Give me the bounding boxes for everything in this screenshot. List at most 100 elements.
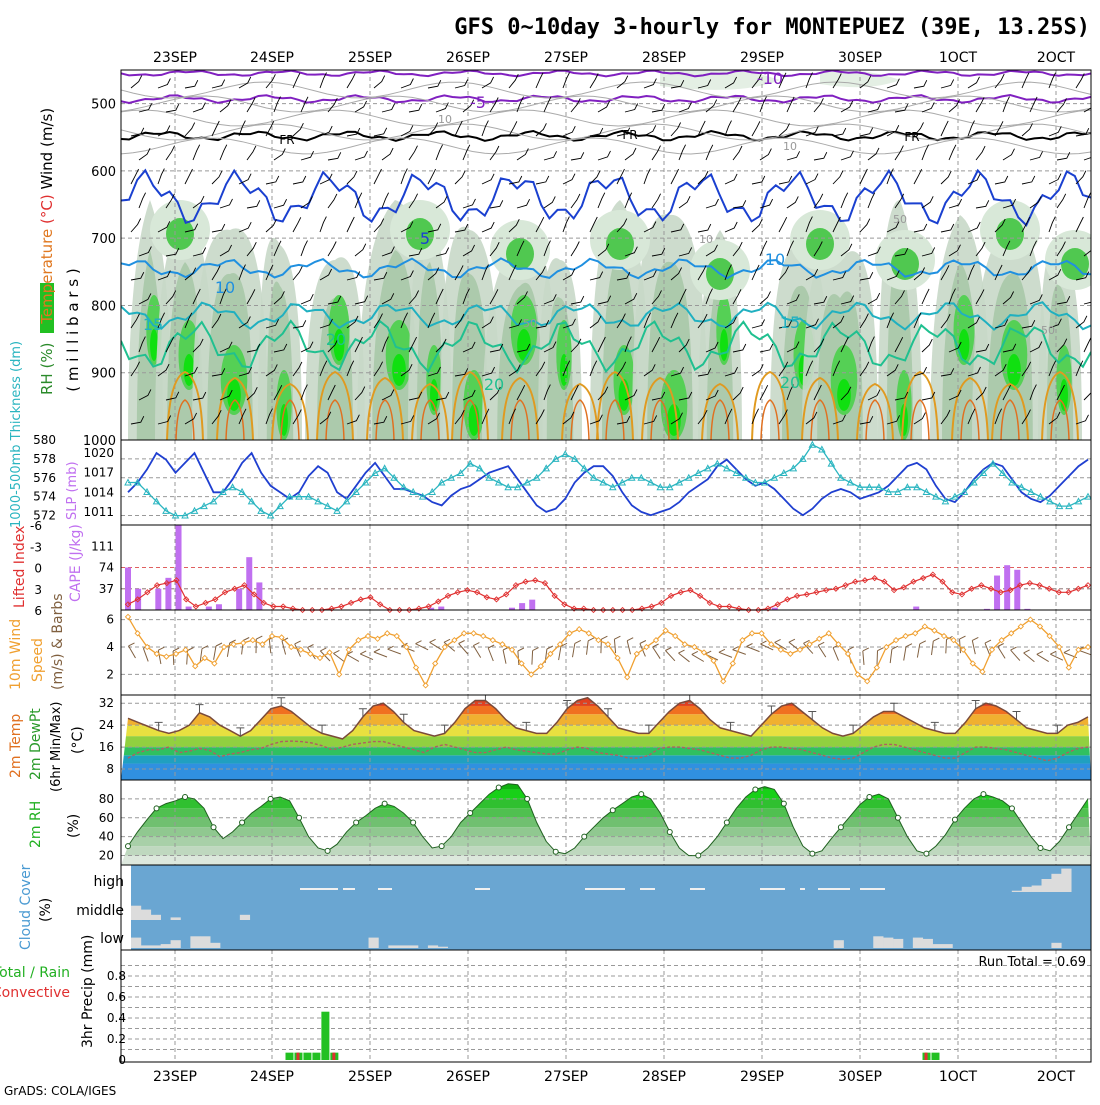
wind-barb: [535, 409, 545, 425]
wind-barb: [454, 120, 463, 137]
lifted-index-point: [270, 603, 277, 610]
wind-barb: [165, 247, 180, 257]
wind-barb: [643, 221, 657, 233]
temperature-ylabel: 2m Temp 2m DewPt (6hr Min/Max) (°C): [8, 702, 86, 792]
wind-barb: [778, 361, 789, 377]
rh-point: [267, 795, 274, 802]
lifted-index-point: [241, 582, 248, 589]
rh-band: [121, 783, 1091, 790]
wind-barb: [130, 271, 145, 281]
wind-barb: [543, 196, 556, 209]
cloud-high-trace: [585, 888, 625, 890]
wind-barb: [832, 127, 847, 137]
wind-speed-point: [652, 637, 660, 644]
wind-barb: [381, 336, 389, 353]
rh-point: [438, 843, 445, 850]
wind-speed-point: [1084, 643, 1092, 651]
wind-speed-point: [748, 630, 756, 637]
cape-bar: [256, 582, 263, 610]
wind-barb: [1021, 266, 1032, 281]
isotherm-30: [710, 399, 730, 440]
thickness-point: [304, 492, 313, 500]
wind-barb: [408, 336, 418, 353]
millibars-label: ( m i l l i b a r s ): [64, 268, 82, 391]
thickness-point: [1027, 487, 1035, 495]
wind-speed-point: [729, 660, 736, 667]
rh-gridlines: [121, 780, 1091, 865]
wind-barb: [651, 290, 662, 305]
lifted-index-point: [696, 592, 704, 599]
wind-speed-point: [672, 632, 679, 640]
surface-wind-barb: [691, 650, 705, 662]
rh-band: [121, 836, 1091, 847]
isotherm-30: [810, 399, 830, 440]
wind-barb: [327, 338, 339, 353]
wind-barb: [481, 76, 495, 89]
wind-speed-point: [1036, 623, 1044, 630]
wind-barb: [265, 74, 276, 89]
bottom-date-label: 26SEP: [446, 1069, 490, 1085]
wind-barb: [994, 121, 1004, 137]
lifted-index-point: [212, 596, 219, 603]
lifted-index-point: [803, 591, 810, 598]
temperature-band-group: [121, 697, 1091, 780]
wind-speed-point: [969, 660, 976, 667]
thickness-point: [941, 497, 950, 505]
bottom-date-label: 2OCT: [1037, 1069, 1076, 1085]
wind-barb: [894, 336, 904, 353]
wind-speed-point: [345, 646, 352, 653]
rh-max-region: [720, 329, 728, 361]
wind-barb: [265, 364, 278, 377]
wind-barb: [1075, 216, 1084, 233]
wind-barb: [867, 192, 876, 209]
wind-barb: [948, 198, 963, 209]
wind-barb: [840, 386, 852, 401]
wind-barb: [562, 125, 576, 137]
wind-barb: [643, 364, 656, 377]
wind-barb: [489, 343, 504, 353]
wind-barb: [643, 270, 657, 281]
wind-barb: [616, 127, 631, 137]
cape-bar: [215, 604, 222, 610]
lifted-index-tick: 6: [34, 604, 42, 618]
wind-speed-point: [998, 637, 1005, 644]
humidity-contour: [121, 123, 1091, 141]
wind-speed-point: [796, 646, 804, 653]
wind-speed-point: [518, 660, 525, 667]
wind-barb: [427, 168, 437, 185]
thickness-point: [475, 464, 484, 472]
precip-convective-bar: [332, 1052, 336, 1060]
wind-barb: [462, 244, 476, 257]
wind-barb: [913, 223, 928, 233]
surface-wind-barb: [487, 644, 495, 662]
wind-barb: [778, 72, 787, 89]
wind-barb: [192, 195, 205, 209]
wind-barb: [192, 102, 206, 113]
lifted-index-point: [706, 599, 713, 607]
wind-speed-point: [960, 646, 967, 653]
wind-barb: [813, 384, 822, 401]
rh-point: [353, 819, 360, 826]
rh-point: [552, 848, 559, 855]
isotherm-label: 20: [780, 373, 800, 392]
wind-barb: [786, 196, 799, 209]
wind-barb: [921, 247, 936, 257]
wind-barb: [435, 391, 450, 401]
thickness-point: [238, 487, 246, 495]
wind-speed-point: [374, 635, 381, 642]
minmax-whisker: [358, 708, 367, 717]
credit-label: GrADS: COLA/IGES: [4, 1084, 116, 1098]
thickness-point: [428, 487, 437, 495]
wind-speed-label: Speed: [30, 638, 46, 682]
minmax-whisker: [808, 710, 817, 720]
surface-wind-barb: [415, 640, 429, 651]
rh-point: [752, 786, 759, 793]
rh-band: [121, 789, 1091, 799]
wind-barb: [454, 409, 465, 425]
wind-speed-point: [240, 639, 247, 647]
lifted-index-point: [658, 599, 665, 607]
lifted-index-point: [250, 591, 258, 598]
wind-barb: [211, 409, 222, 425]
wind-barb: [624, 103, 639, 113]
minmax-whisker: [563, 699, 572, 709]
